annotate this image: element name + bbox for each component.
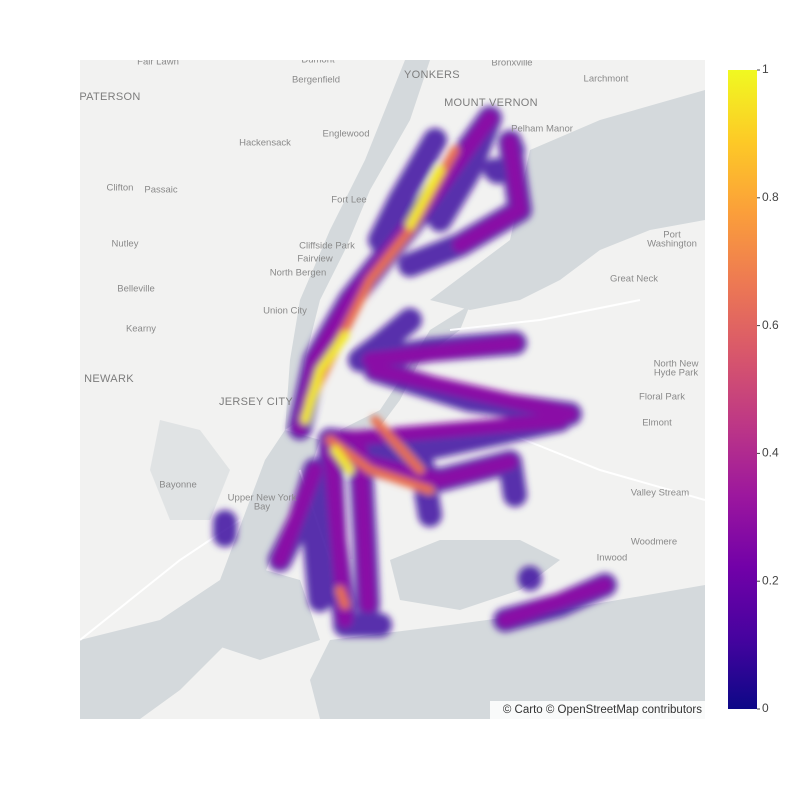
heat-trace [273, 463, 322, 567]
place-labels: Fair Lawn Dumont Bronxville Bergenfield YONK… [79, 55, 699, 564]
heat-trace [330, 445, 355, 475]
attribution: © Carto © OpenStreetMap contributors [503, 704, 702, 716]
place-label: Nutley [112, 239, 139, 250]
colorbar-tick-label: 0.6 [762, 318, 779, 332]
heat-trace [323, 413, 567, 447]
heat-trace [368, 363, 577, 421]
place-label: Upper New York [228, 493, 297, 504]
heat-trace [335, 585, 350, 610]
heat-trace [483, 158, 510, 184]
heat-trace [363, 336, 522, 367]
place-label: Valley Stream [631, 488, 690, 499]
place-label: Bay [254, 502, 271, 513]
place-label: Hyde Park [654, 368, 699, 379]
heat-trace [368, 128, 447, 252]
place-label: Washington [647, 239, 697, 250]
place-label: Passaic [144, 185, 178, 196]
place-label: Dumont [301, 55, 335, 66]
place-label: JERSEY CITY [219, 396, 293, 408]
place-label: Bergenfield [292, 75, 340, 86]
place-label: Kearny [126, 324, 156, 335]
place-label: North Bergen [270, 268, 327, 279]
heat-trace [298, 478, 332, 612]
heat-trace [405, 165, 445, 230]
place-label: Fairview [297, 254, 333, 265]
place-label: Union City [263, 306, 307, 317]
place-label: PATERSON [79, 91, 140, 103]
place-label: Bronxville [491, 58, 532, 69]
place-label: YONKERS [404, 69, 460, 81]
place-label: Fair Lawn [137, 57, 179, 68]
place-label: Port [663, 230, 681, 241]
basemap: Fair Lawn Dumont Bronxville Bergenfield YONK… [79, 55, 705, 719]
place-label: Woodmere [631, 537, 677, 548]
colorbar [728, 70, 757, 709]
density-heatmap [213, 106, 617, 637]
colorbar-tick-label: 0.2 [762, 573, 779, 587]
place-label: Englewood [322, 129, 369, 140]
place-label: NEWARK [84, 373, 134, 385]
heat-trace [325, 435, 435, 495]
place-label: Elmont [642, 418, 672, 429]
heat-trace [453, 135, 527, 252]
place-label: Hackensack [239, 138, 291, 149]
place-label: North New [654, 359, 699, 370]
place-label: Fort Lee [331, 195, 366, 206]
heat-trace [370, 415, 425, 475]
place-label: Great Neck [610, 274, 658, 285]
heat-trace [300, 330, 350, 425]
place-label: Belleville [117, 284, 155, 295]
place-label: Floral Park [639, 392, 685, 403]
place-label: Inwood [597, 553, 628, 564]
place-label: Cliffside Park [299, 241, 355, 252]
colorbar-tick-label: 0.8 [762, 190, 779, 204]
heat-trace [498, 578, 612, 627]
attribution-box [490, 701, 705, 719]
place-label: Larchmont [584, 74, 629, 85]
colorbar-tick-label: 0.4 [762, 446, 779, 460]
place-label: MOUNT VERNON [444, 97, 538, 109]
place-label: Pelham Manor [511, 124, 573, 135]
colorbar-tick-label: 0 [762, 701, 769, 715]
place-label: Clifton [107, 183, 134, 194]
place-label: Bayonne [159, 480, 197, 491]
colorbar-tick-label: 1 [762, 62, 769, 76]
heat-trace [353, 443, 375, 612]
